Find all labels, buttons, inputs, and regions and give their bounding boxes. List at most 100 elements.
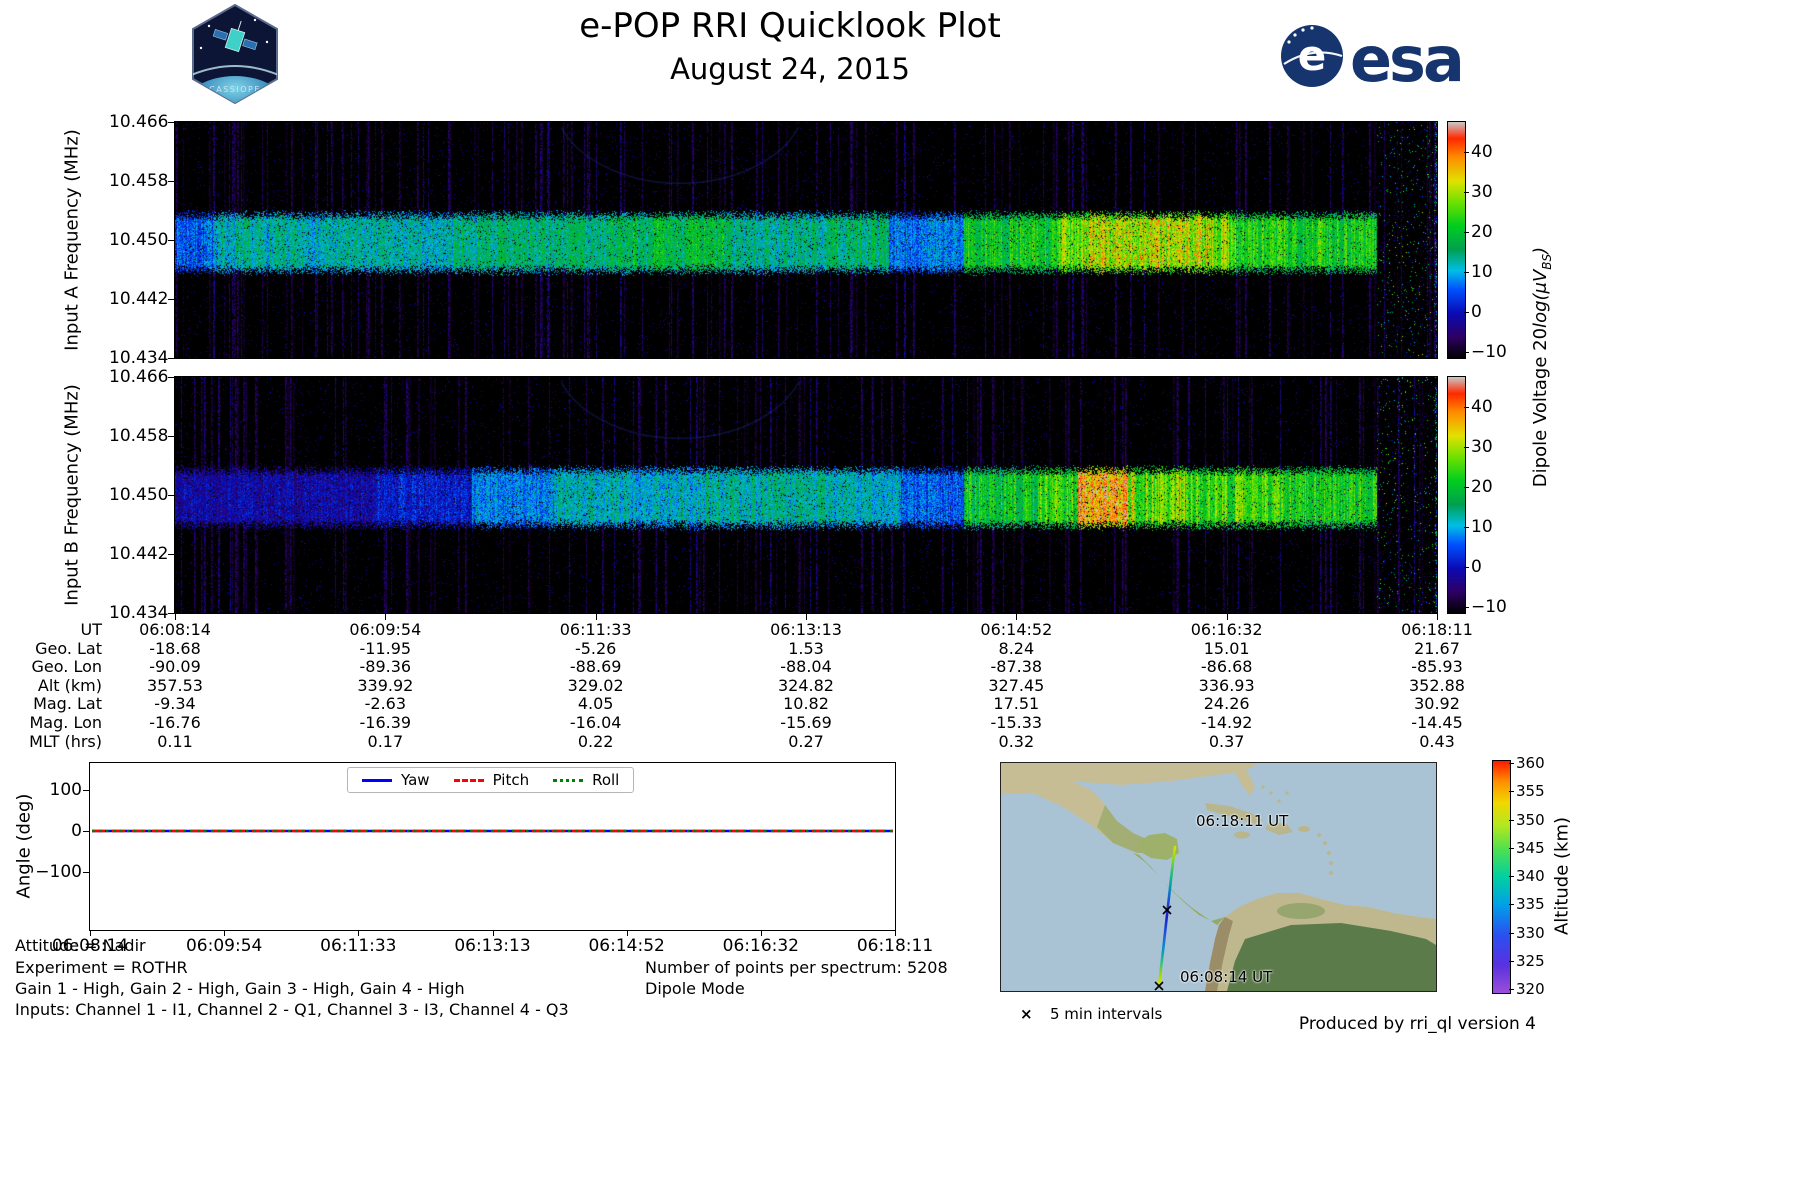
freq-tick-mark [168,299,175,300]
ephemeris-cell: 06:18:11 [1401,620,1473,639]
altitude-colorbar-tick-label: 350 [1516,810,1545,829]
angle-xtick-mark [626,930,628,936]
altitude-colorbar-tick-mark [1509,932,1514,934]
legend-label: Yaw [401,771,430,789]
dipole-colorbar-tick-label: 40 [1471,142,1493,162]
freq-tick-label: 10.450 [109,230,169,250]
ephemeris-cell: 06:09:54 [349,620,422,639]
angle-ylabel: Angle (deg) [13,793,35,899]
ephemeris-cell: -15.69 [780,713,832,732]
svg-text:e: e [1298,31,1327,80]
ephemeris-cell: 24.26 [1203,694,1250,714]
dipole-label-close: ) [1530,246,1552,254]
freq-tick-mark [168,613,175,614]
altitude-colorbar-tick-label: 330 [1516,923,1545,942]
time-tick-mark [806,614,807,620]
ephemeris-cell: 30.92 [1414,694,1460,714]
dipole-colorbar-tick-label: 10 [1471,517,1493,537]
track-start-time-label: 06:08:14 UT [1180,968,1273,986]
time-tick-mark [1016,614,1018,620]
freq-tick-mark [168,377,175,378]
freq-tick-mark [168,495,175,496]
ephemeris-cell: -89.36 [359,657,412,677]
ephemeris-cell: 06:11:33 [559,620,632,639]
ephemeris-cell: 06:16:32 [1190,620,1263,639]
legend-item-yaw: Yaw [362,771,430,789]
plot-date: August 24, 2015 [670,52,910,86]
dipole-colorbar-tick-label: 30 [1471,182,1493,202]
ground-track-map [1000,762,1437,992]
ephemeris-cell: 21.67 [1414,638,1460,658]
angle-xtick-label: 06:13:13 [454,936,531,956]
dipole-colorbar-tick-mark [1464,312,1469,313]
esa-logo: e esa [1281,23,1465,96]
ephemeris-cell: 0.17 [367,731,404,751]
angle-xtick-label: 06:14:52 [588,936,665,956]
altitude-colorbar-tick-label: 360 [1516,754,1545,772]
altitude-colorbar-tick-mark [1509,819,1514,821]
angle-xtick-mark [760,930,762,936]
angle-xtick-mark [492,930,494,936]
freq-tick-mark [168,358,175,359]
freq-tick-label: 10.442 [109,289,169,309]
dipole-colorbar-tick-label: 10 [1471,262,1493,282]
dipole-colorbar-tick-mark [1464,447,1469,448]
ephemeris-cell: -16.04 [569,713,622,732]
interval-marker-icon: × [1020,1005,1033,1023]
landmasses [1001,763,1436,991]
ephemeris-cell: -9.34 [154,694,196,714]
time-tick-mark [385,614,387,620]
dipole-colorbar-tick-label: 30 [1471,437,1493,457]
freq-tick-label: 10.466 [109,367,169,387]
ephemeris-cell: -11.95 [359,638,412,658]
dipole-colorbar-tick-label: 0 [1471,557,1482,577]
ephemeris-cell: -86.68 [1200,657,1253,677]
ephemeris-cell: -88.69 [569,657,622,677]
ephemeris-cell: 4.05 [577,694,614,714]
cassiope-mission-patch: CASSIOPE [192,4,278,104]
freq-tick-label: 10.450 [109,485,169,505]
time-tick-mark [175,614,176,620]
ground-track-line [1157,845,1177,988]
track-end-time-label: 06:18:11 UT [1196,812,1289,830]
altitude-colorbar-tick-mark [1509,989,1514,990]
patch-text: CASSIOPE [209,85,261,94]
ephemeris-cell: 06:08:14 [139,620,211,639]
dipole-colorbar-tick-label: −10 [1471,597,1507,617]
legend-label: Roll [592,771,620,789]
dipole-colorbar-tick-mark [1464,232,1469,233]
panel-b-ylabel: Input B Frequency (MHz) [61,384,83,606]
altitude-colorbar-tick-label: 335 [1516,895,1545,914]
ephemeris-cell: 8.24 [998,638,1035,658]
time-tick-mark [1226,614,1228,620]
dipole-colorbar-tick-mark [1464,527,1469,528]
dipole-colorbar-tick-mark [1464,192,1469,193]
dipole-colorbar-tick-mark [1464,152,1469,153]
altitude-colorbar [1492,760,1511,994]
dipole-colorbar-tick-mark [1464,487,1469,488]
ephemeris-cell: 0.27 [788,731,824,751]
ephemeris-row-label: Alt (km) [37,675,102,695]
altitude-colorbar-tick-mark [1509,847,1514,849]
dipole-label-math: log(μV [1530,269,1552,328]
freq-tick-label: 10.442 [109,544,169,564]
ephemeris-cell: -87.38 [990,657,1043,677]
legend-line-sample [453,778,484,782]
ephemeris-cell: 15.01 [1203,638,1250,658]
ephemeris-cell: -15.33 [990,713,1043,732]
angle-ytick-label: −100 [35,862,82,882]
ephemeris-cell: 0.32 [998,731,1035,751]
interval-markers [1154,905,1172,991]
time-tick-mark [595,614,597,620]
spectrogram-b-canvas [174,376,1438,614]
ephemeris-row-label: Geo. Lon [31,657,102,677]
ephemeris-row-label: Mag. Lat [33,694,102,714]
angle-plot-legend: Yaw Pitch Roll [347,767,635,793]
page-title: e-POP RRI Quicklook Plot [579,6,1001,46]
freq-tick-label: 10.458 [109,171,169,191]
dipole-mode-text: Dipole Mode [645,979,745,998]
ephemeris-cell: -5.26 [574,638,617,658]
points-per-spectrum-text: Number of points per spectrum: 5208 [645,958,948,977]
angle-plot-lines [92,829,893,833]
